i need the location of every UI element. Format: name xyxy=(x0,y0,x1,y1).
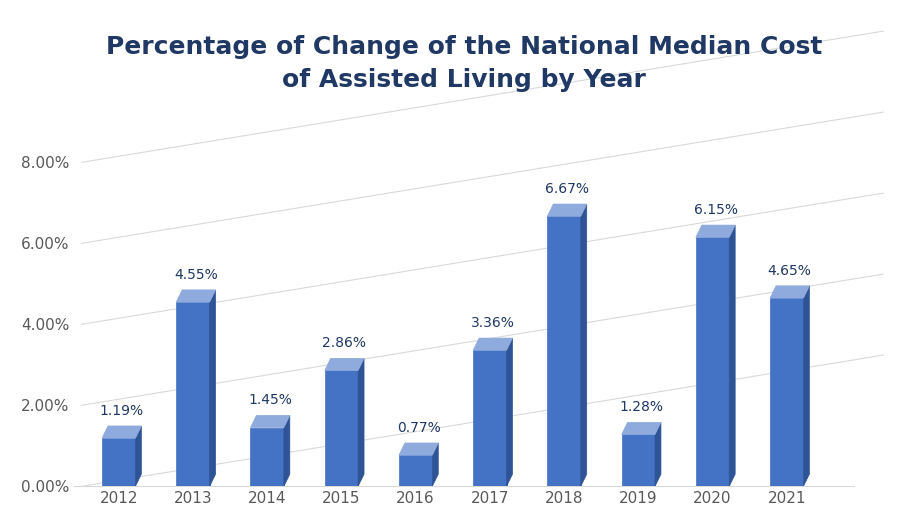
Polygon shape xyxy=(506,338,513,486)
Polygon shape xyxy=(102,426,141,438)
Polygon shape xyxy=(548,216,581,486)
Text: 1.45%: 1.45% xyxy=(248,393,292,407)
Polygon shape xyxy=(399,443,438,455)
Text: 3.36%: 3.36% xyxy=(471,316,514,330)
Text: 6.67%: 6.67% xyxy=(545,182,589,196)
Polygon shape xyxy=(770,298,804,486)
Text: 4.65%: 4.65% xyxy=(768,264,812,278)
Text: 6.15%: 6.15% xyxy=(694,203,738,217)
Polygon shape xyxy=(358,358,364,486)
Text: 0.77%: 0.77% xyxy=(396,421,441,435)
Polygon shape xyxy=(622,422,661,434)
Polygon shape xyxy=(581,204,587,486)
Polygon shape xyxy=(102,438,135,486)
Polygon shape xyxy=(696,225,735,237)
Polygon shape xyxy=(473,350,506,486)
Polygon shape xyxy=(696,237,729,486)
Polygon shape xyxy=(622,434,655,486)
Polygon shape xyxy=(135,426,141,486)
Text: 1.28%: 1.28% xyxy=(619,400,663,414)
Polygon shape xyxy=(324,370,358,486)
Polygon shape xyxy=(177,290,215,302)
Polygon shape xyxy=(177,302,210,486)
Polygon shape xyxy=(473,338,513,350)
Polygon shape xyxy=(548,204,587,216)
Text: 1.19%: 1.19% xyxy=(100,404,144,418)
Title: Percentage of Change of the National Median Cost
of Assisted Living by Year: Percentage of Change of the National Med… xyxy=(105,35,822,92)
Polygon shape xyxy=(399,455,432,486)
Polygon shape xyxy=(729,225,735,486)
Polygon shape xyxy=(324,358,364,370)
Polygon shape xyxy=(655,422,661,486)
Polygon shape xyxy=(250,427,284,486)
Polygon shape xyxy=(210,290,215,486)
Polygon shape xyxy=(250,415,290,427)
Polygon shape xyxy=(804,286,809,486)
Polygon shape xyxy=(432,443,438,486)
Text: 2.86%: 2.86% xyxy=(323,336,367,350)
Polygon shape xyxy=(770,286,809,298)
Polygon shape xyxy=(284,415,290,486)
Text: 4.55%: 4.55% xyxy=(174,268,218,282)
